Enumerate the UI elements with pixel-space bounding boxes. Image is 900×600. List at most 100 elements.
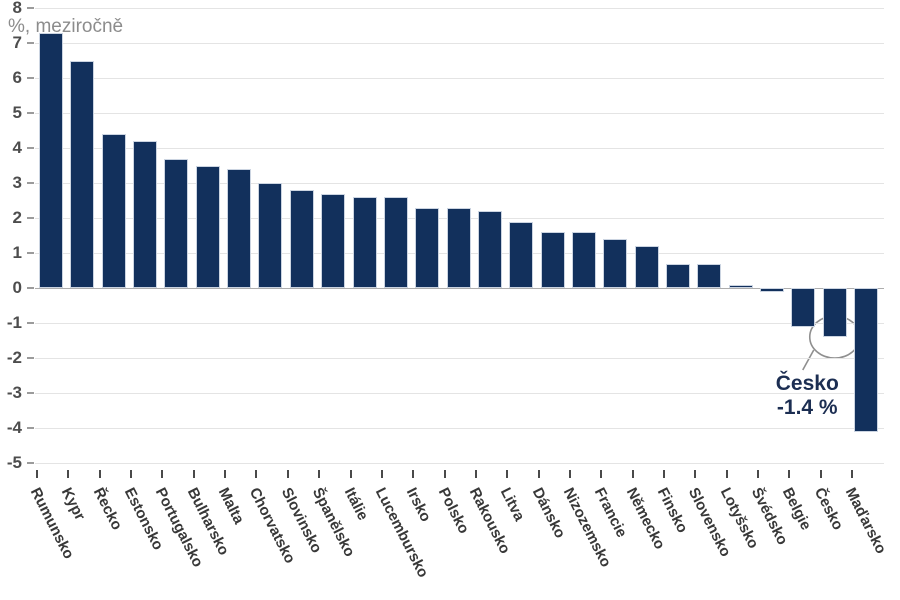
x-axis-tick xyxy=(224,470,227,478)
x-axis-label-belgie: Belgie xyxy=(779,485,815,533)
x-axis-tick xyxy=(757,470,760,478)
y-axis-tick-label: 0 xyxy=(12,278,22,297)
x-axis-tick xyxy=(67,470,70,478)
bar-slovinsko xyxy=(289,190,314,288)
y-axis-tick-label: -2 xyxy=(6,348,22,367)
y-axis-tick xyxy=(27,42,34,44)
y-axis-title: %, meziročně xyxy=(8,16,124,37)
gridline xyxy=(35,8,884,9)
x-axis-tick xyxy=(694,470,697,478)
bar-španělsko xyxy=(321,193,346,288)
x-axis-tick xyxy=(98,470,101,478)
y-axis-tick-label: 1 xyxy=(12,243,22,262)
x-axis-tick xyxy=(36,470,38,478)
x-axis-tick xyxy=(130,470,133,478)
y-axis-tick xyxy=(27,217,34,219)
annotation-country-label: Česko xyxy=(775,372,839,395)
x-axis-label-kypr: Kypr xyxy=(58,485,89,524)
y-axis-tick-label: 5 xyxy=(12,103,22,122)
x-axis-tick xyxy=(318,470,321,478)
gridline xyxy=(35,148,884,149)
y-axis-tick xyxy=(27,287,34,289)
bar-rumunsko xyxy=(39,32,63,288)
y-axis-tick-label: -1 xyxy=(6,313,22,332)
x-axis-label-itálie: Itálie xyxy=(340,485,372,524)
gridline xyxy=(35,323,884,324)
gridline xyxy=(35,183,884,184)
gridline xyxy=(35,78,884,79)
x-axis-tick xyxy=(568,470,571,478)
x-axis-tick xyxy=(474,470,477,478)
bar-slovensko xyxy=(697,263,722,288)
x-axis-label-irsko: Irsko xyxy=(403,485,435,525)
bar-řecko xyxy=(101,134,126,288)
bar-francie xyxy=(603,239,628,288)
bar-belgie xyxy=(791,288,816,327)
bar-kypr xyxy=(70,60,95,288)
x-axis-tick xyxy=(819,470,822,478)
bar-bulharsko xyxy=(195,165,220,288)
y-axis-tick xyxy=(27,322,34,324)
y-axis-tick xyxy=(27,7,34,9)
bar-dánsko xyxy=(540,232,565,288)
y-axis-tick-label: 7 xyxy=(12,33,22,52)
bar-portugalsko xyxy=(164,158,189,288)
zero-gridline xyxy=(35,288,884,289)
x-axis-tick xyxy=(506,470,509,478)
x-axis-tick xyxy=(725,470,728,478)
y-axis-tick-label: 6 xyxy=(12,68,22,87)
x-axis-label-maďarsko: Maďarsko xyxy=(841,485,890,557)
x-axis-tick xyxy=(663,470,665,478)
bar-irsko xyxy=(415,207,440,288)
x-axis-tick xyxy=(161,470,164,478)
y-axis-tick xyxy=(27,462,34,464)
y-axis-tick xyxy=(27,112,34,114)
gridline xyxy=(35,393,884,394)
bar-lotyšsko xyxy=(728,284,753,288)
bar-litva xyxy=(509,221,534,288)
y-axis-tick-label: -5 xyxy=(6,453,22,472)
annotation-text: Česko -1.4 % xyxy=(745,372,870,420)
annotation-leader-line xyxy=(802,349,815,371)
bar-polsko xyxy=(446,207,471,288)
x-axis-tick xyxy=(255,470,258,478)
x-axis-tick xyxy=(380,470,383,478)
x-axis-tick xyxy=(192,470,195,478)
bar-nizozemsko xyxy=(571,232,596,288)
y-axis-tick xyxy=(27,77,34,79)
x-axis-tick xyxy=(443,470,446,478)
x-axis-tick xyxy=(788,470,791,478)
x-axis-label-malta: Malta xyxy=(214,485,248,527)
gridline xyxy=(35,113,884,114)
bar-finsko xyxy=(666,263,690,288)
y-axis-tick-label: 4 xyxy=(12,138,22,157)
gridline xyxy=(35,358,884,359)
bar-estonsko xyxy=(133,141,158,288)
annotation-value-label: -1.4 % xyxy=(776,396,838,419)
y-axis-tick-label: -4 xyxy=(6,418,22,437)
y-axis-tick xyxy=(27,392,34,394)
x-axis-tick xyxy=(851,470,854,478)
y-axis-tick-label: 8 xyxy=(12,0,22,17)
bar-itálie xyxy=(352,197,377,288)
x-axis-tick xyxy=(537,470,540,478)
y-axis-tick xyxy=(27,427,34,429)
bar-maďarsko xyxy=(854,288,879,432)
gridline xyxy=(35,428,884,429)
y-axis-tick-label: 2 xyxy=(12,208,22,227)
bar-švédsko xyxy=(760,288,785,292)
gridline xyxy=(35,463,884,464)
y-axis-tick xyxy=(27,147,34,149)
bar-chorvatsko xyxy=(258,183,283,288)
x-axis-tick xyxy=(631,470,634,478)
bar-rakousko xyxy=(477,211,502,288)
x-axis-tick xyxy=(600,470,603,478)
y-axis-tick xyxy=(27,357,34,359)
y-axis-tick xyxy=(27,182,34,184)
x-axis-label-litva: Litva xyxy=(497,485,529,524)
x-axis-tick xyxy=(349,470,352,478)
x-axis-tick xyxy=(412,470,415,478)
gridline xyxy=(35,43,884,44)
y-axis-tick-label: -3 xyxy=(6,383,22,402)
